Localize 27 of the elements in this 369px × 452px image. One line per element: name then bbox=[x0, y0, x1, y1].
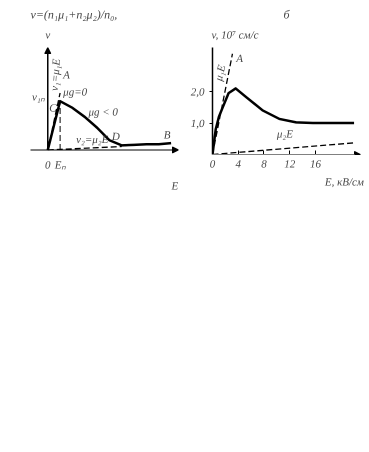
x-axis-title: E, кВ/см bbox=[324, 176, 364, 188]
annotation: C bbox=[49, 102, 58, 115]
text: μ₁E bbox=[212, 64, 228, 84]
x-tick-label: 0 bbox=[45, 160, 52, 172]
annotation: A bbox=[235, 52, 244, 65]
x-tick-label: 4 bbox=[235, 158, 242, 170]
x-tick-label: 12 bbox=[284, 158, 296, 170]
chart-title: б bbox=[283, 8, 290, 22]
annotation: D bbox=[110, 131, 120, 144]
annotation: μg < 0 bbox=[87, 106, 118, 119]
y-tick-label: 2,0 bbox=[190, 86, 205, 99]
chart-title: v=(n₁μ₁+n₂μ₂)/n₀, bbox=[30, 8, 118, 22]
annotation: v₁ₙ bbox=[32, 91, 46, 104]
x-tick-label: 16 bbox=[310, 158, 322, 170]
y-tick-label: 1,0 bbox=[190, 118, 205, 130]
annotation: μg=0 bbox=[62, 86, 88, 99]
series-label: μ₂E bbox=[276, 128, 294, 140]
series-label: v₂=μ₂E bbox=[76, 134, 109, 146]
x-axis-title: E bbox=[170, 180, 178, 192]
text: A bbox=[62, 70, 70, 82]
legend-label: v₁=μ₁E bbox=[48, 58, 64, 92]
x-tick-label: 0 bbox=[210, 158, 216, 170]
y-axis-title: v bbox=[45, 30, 50, 42]
x-tick-label: Eₙ bbox=[54, 160, 66, 172]
annotation: B bbox=[164, 129, 171, 142]
y-axis-title: v, 10⁷ см/с bbox=[212, 30, 259, 42]
x-tick-label: 8 bbox=[261, 158, 268, 170]
